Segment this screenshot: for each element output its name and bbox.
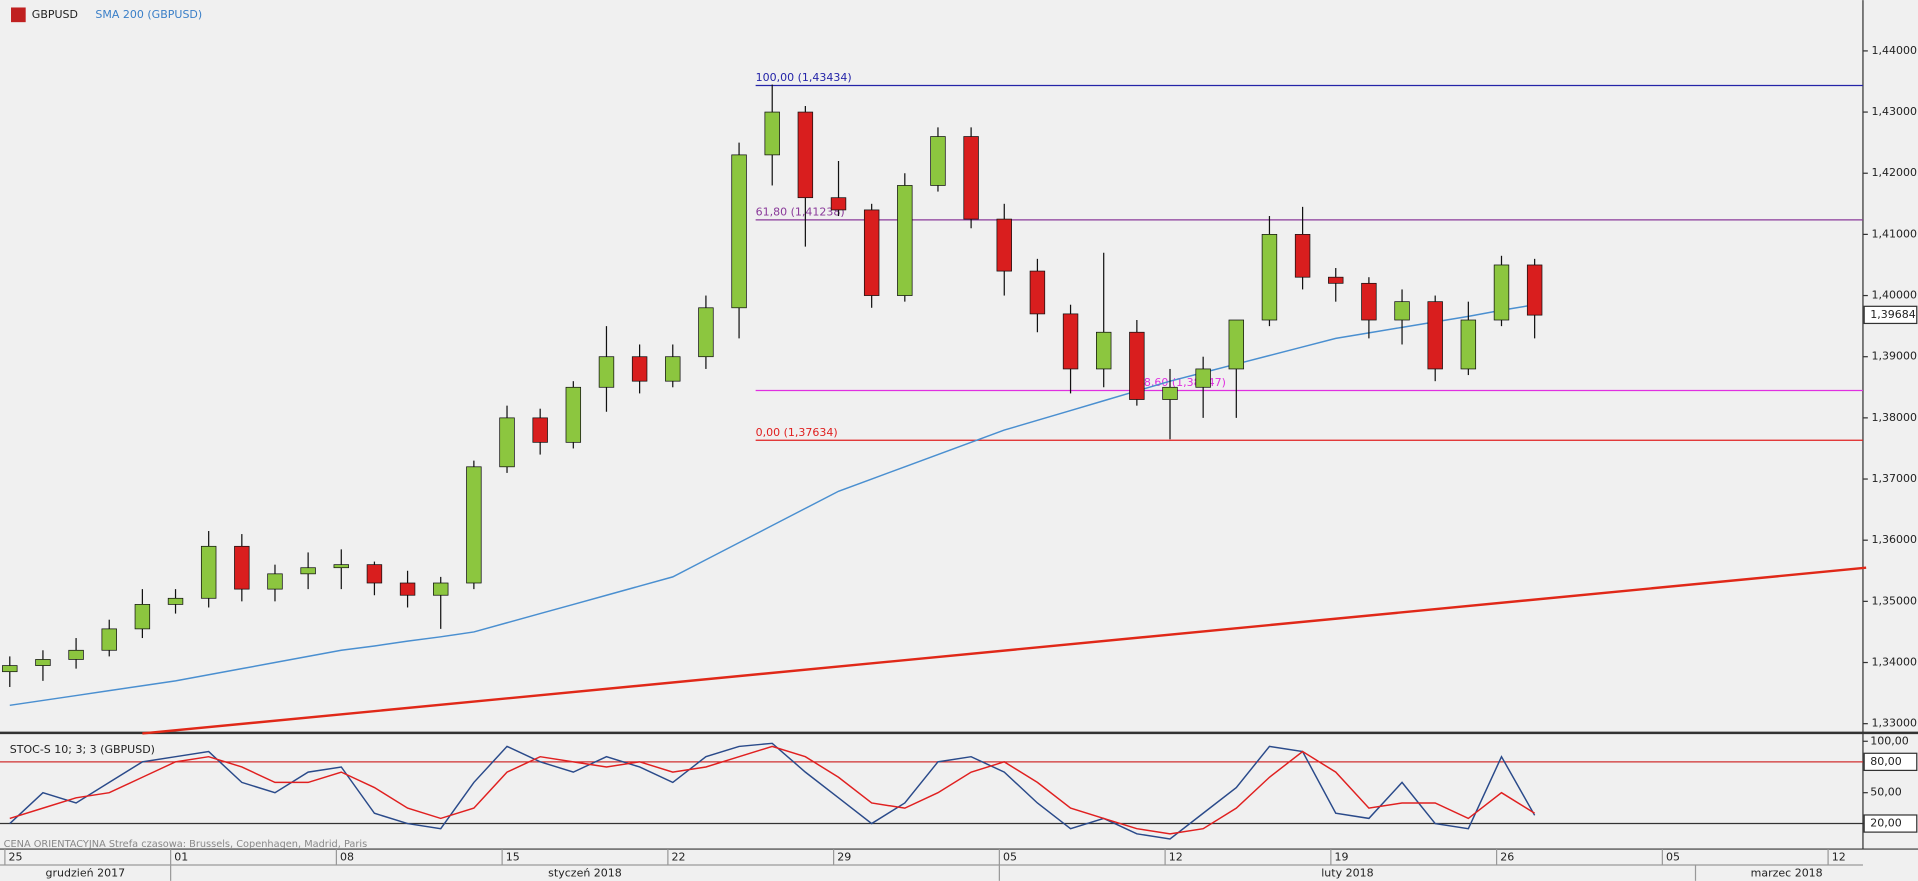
candle-body <box>1361 282 1377 321</box>
symbol-label[interactable]: GBPUSD <box>32 8 78 21</box>
x-tick-label: 22 <box>672 851 686 864</box>
month-label: grudzień 2017 <box>46 867 126 880</box>
candle-body <box>532 417 548 443</box>
candle-body <box>499 417 515 468</box>
symbol-icon <box>11 7 26 23</box>
candle-body <box>1195 368 1211 388</box>
candle-body <box>134 604 151 630</box>
tick-box <box>1863 814 1918 833</box>
candle-body <box>300 567 316 575</box>
x-tick-label: 05 <box>1003 851 1017 864</box>
candle-body <box>433 582 449 596</box>
x-tick-label: 26 <box>1500 851 1514 864</box>
candle-body <box>598 356 615 388</box>
last-price-box <box>1863 305 1918 325</box>
tick-box <box>1863 752 1918 772</box>
month-label: luty 2018 <box>1321 867 1373 880</box>
candle-body <box>399 582 416 596</box>
candle-body <box>68 649 84 660</box>
candle-body <box>1062 313 1079 370</box>
candle-body <box>1261 234 1278 321</box>
candle-body <box>1129 331 1145 400</box>
candle-body <box>333 564 349 569</box>
x-tick-label: 01 <box>174 851 188 864</box>
candle-body <box>830 197 847 211</box>
fib-label: 0,00 (1,37634) <box>756 426 838 439</box>
candle-body <box>963 136 979 220</box>
y-tick-label: 1,39000 <box>1872 350 1918 363</box>
x-tick-label: 12 <box>1169 851 1183 864</box>
candle-body <box>466 466 482 584</box>
month-label: marzec 2018 <box>1751 867 1823 880</box>
footnote: CENA ORIENTACYJNA Strefa czasowa: Brusse… <box>4 839 368 850</box>
y-tick-label: 1,33000 <box>1872 717 1918 730</box>
y-tick-label: 1,42000 <box>1872 166 1918 179</box>
last-price-label: 1,39684 <box>1870 308 1915 321</box>
indicator-label[interactable]: SMA 200 (GBPUSD) <box>95 8 202 21</box>
x-tick-label: 29 <box>837 851 851 864</box>
candle-body <box>665 356 681 382</box>
candle-body <box>631 356 648 382</box>
candle-body <box>996 218 1012 272</box>
candle-body <box>366 564 383 584</box>
y-tick-label: 1,43000 <box>1872 105 1918 118</box>
series-line <box>9 745 1536 835</box>
candle-body <box>565 386 582 443</box>
candle-body <box>897 185 913 296</box>
series-line <box>9 303 1535 707</box>
candle-body <box>200 545 217 599</box>
candle-body <box>930 136 946 186</box>
x-tick-label: 12 <box>1832 851 1846 864</box>
month-label: styczeń 2018 <box>548 867 622 880</box>
y-tick-label: 50,00 <box>1870 786 1902 799</box>
candle-body <box>764 111 780 156</box>
candle-body <box>731 154 747 309</box>
fib-label: 61,80 (1,41238) <box>756 205 845 218</box>
y-tick-label: 80,00 <box>1870 755 1902 768</box>
candle-body <box>1029 270 1046 315</box>
candle-body <box>2 665 18 673</box>
x-tick-label: 08 <box>340 851 354 864</box>
series-line <box>9 742 1536 840</box>
candle-body <box>1460 319 1477 370</box>
y-tick-label: 1,44000 <box>1872 44 1918 57</box>
y-tick-label: 1,34000 <box>1872 656 1918 669</box>
y-tick-label: 1,36000 <box>1872 533 1918 546</box>
y-tick-label: 1,41000 <box>1872 227 1918 240</box>
y-tick-label: 100,00 <box>1870 734 1909 747</box>
candle-body <box>698 307 714 358</box>
x-tick-label: 15 <box>506 851 520 864</box>
trendline <box>142 566 1867 735</box>
candle-body <box>863 209 880 296</box>
x-tick-label: 25 <box>9 851 23 864</box>
y-tick-label: 1,35000 <box>1872 594 1918 607</box>
x-tick-label: 19 <box>1335 851 1349 864</box>
y-tick-label: 1,37000 <box>1872 472 1918 485</box>
candle-body <box>101 628 117 651</box>
candle-body <box>35 659 51 666</box>
candle-body <box>1294 234 1311 278</box>
candle-body <box>1095 331 1112 370</box>
candle-body <box>1162 386 1178 400</box>
x-tick-label: 05 <box>1666 851 1680 864</box>
candle-body <box>1493 264 1510 321</box>
candle-body <box>234 545 250 590</box>
candle-body <box>267 573 283 590</box>
candle-body <box>1526 264 1543 316</box>
candle-body <box>797 111 814 199</box>
candle-body <box>167 597 184 605</box>
fib-label: 100,00 (1,43434) <box>756 71 852 84</box>
candle-body <box>1394 301 1410 321</box>
candle-body <box>1328 276 1344 284</box>
y-tick-label: 1,38000 <box>1872 411 1918 424</box>
candle-body <box>1427 301 1443 370</box>
indicator-label[interactable]: STOC-S 10; 3; 3 (GBPUSD) <box>10 743 155 756</box>
y-tick-label: 20,00 <box>1870 817 1902 830</box>
candle-body <box>1228 319 1245 370</box>
y-tick-label: 1,40000 <box>1872 289 1918 302</box>
